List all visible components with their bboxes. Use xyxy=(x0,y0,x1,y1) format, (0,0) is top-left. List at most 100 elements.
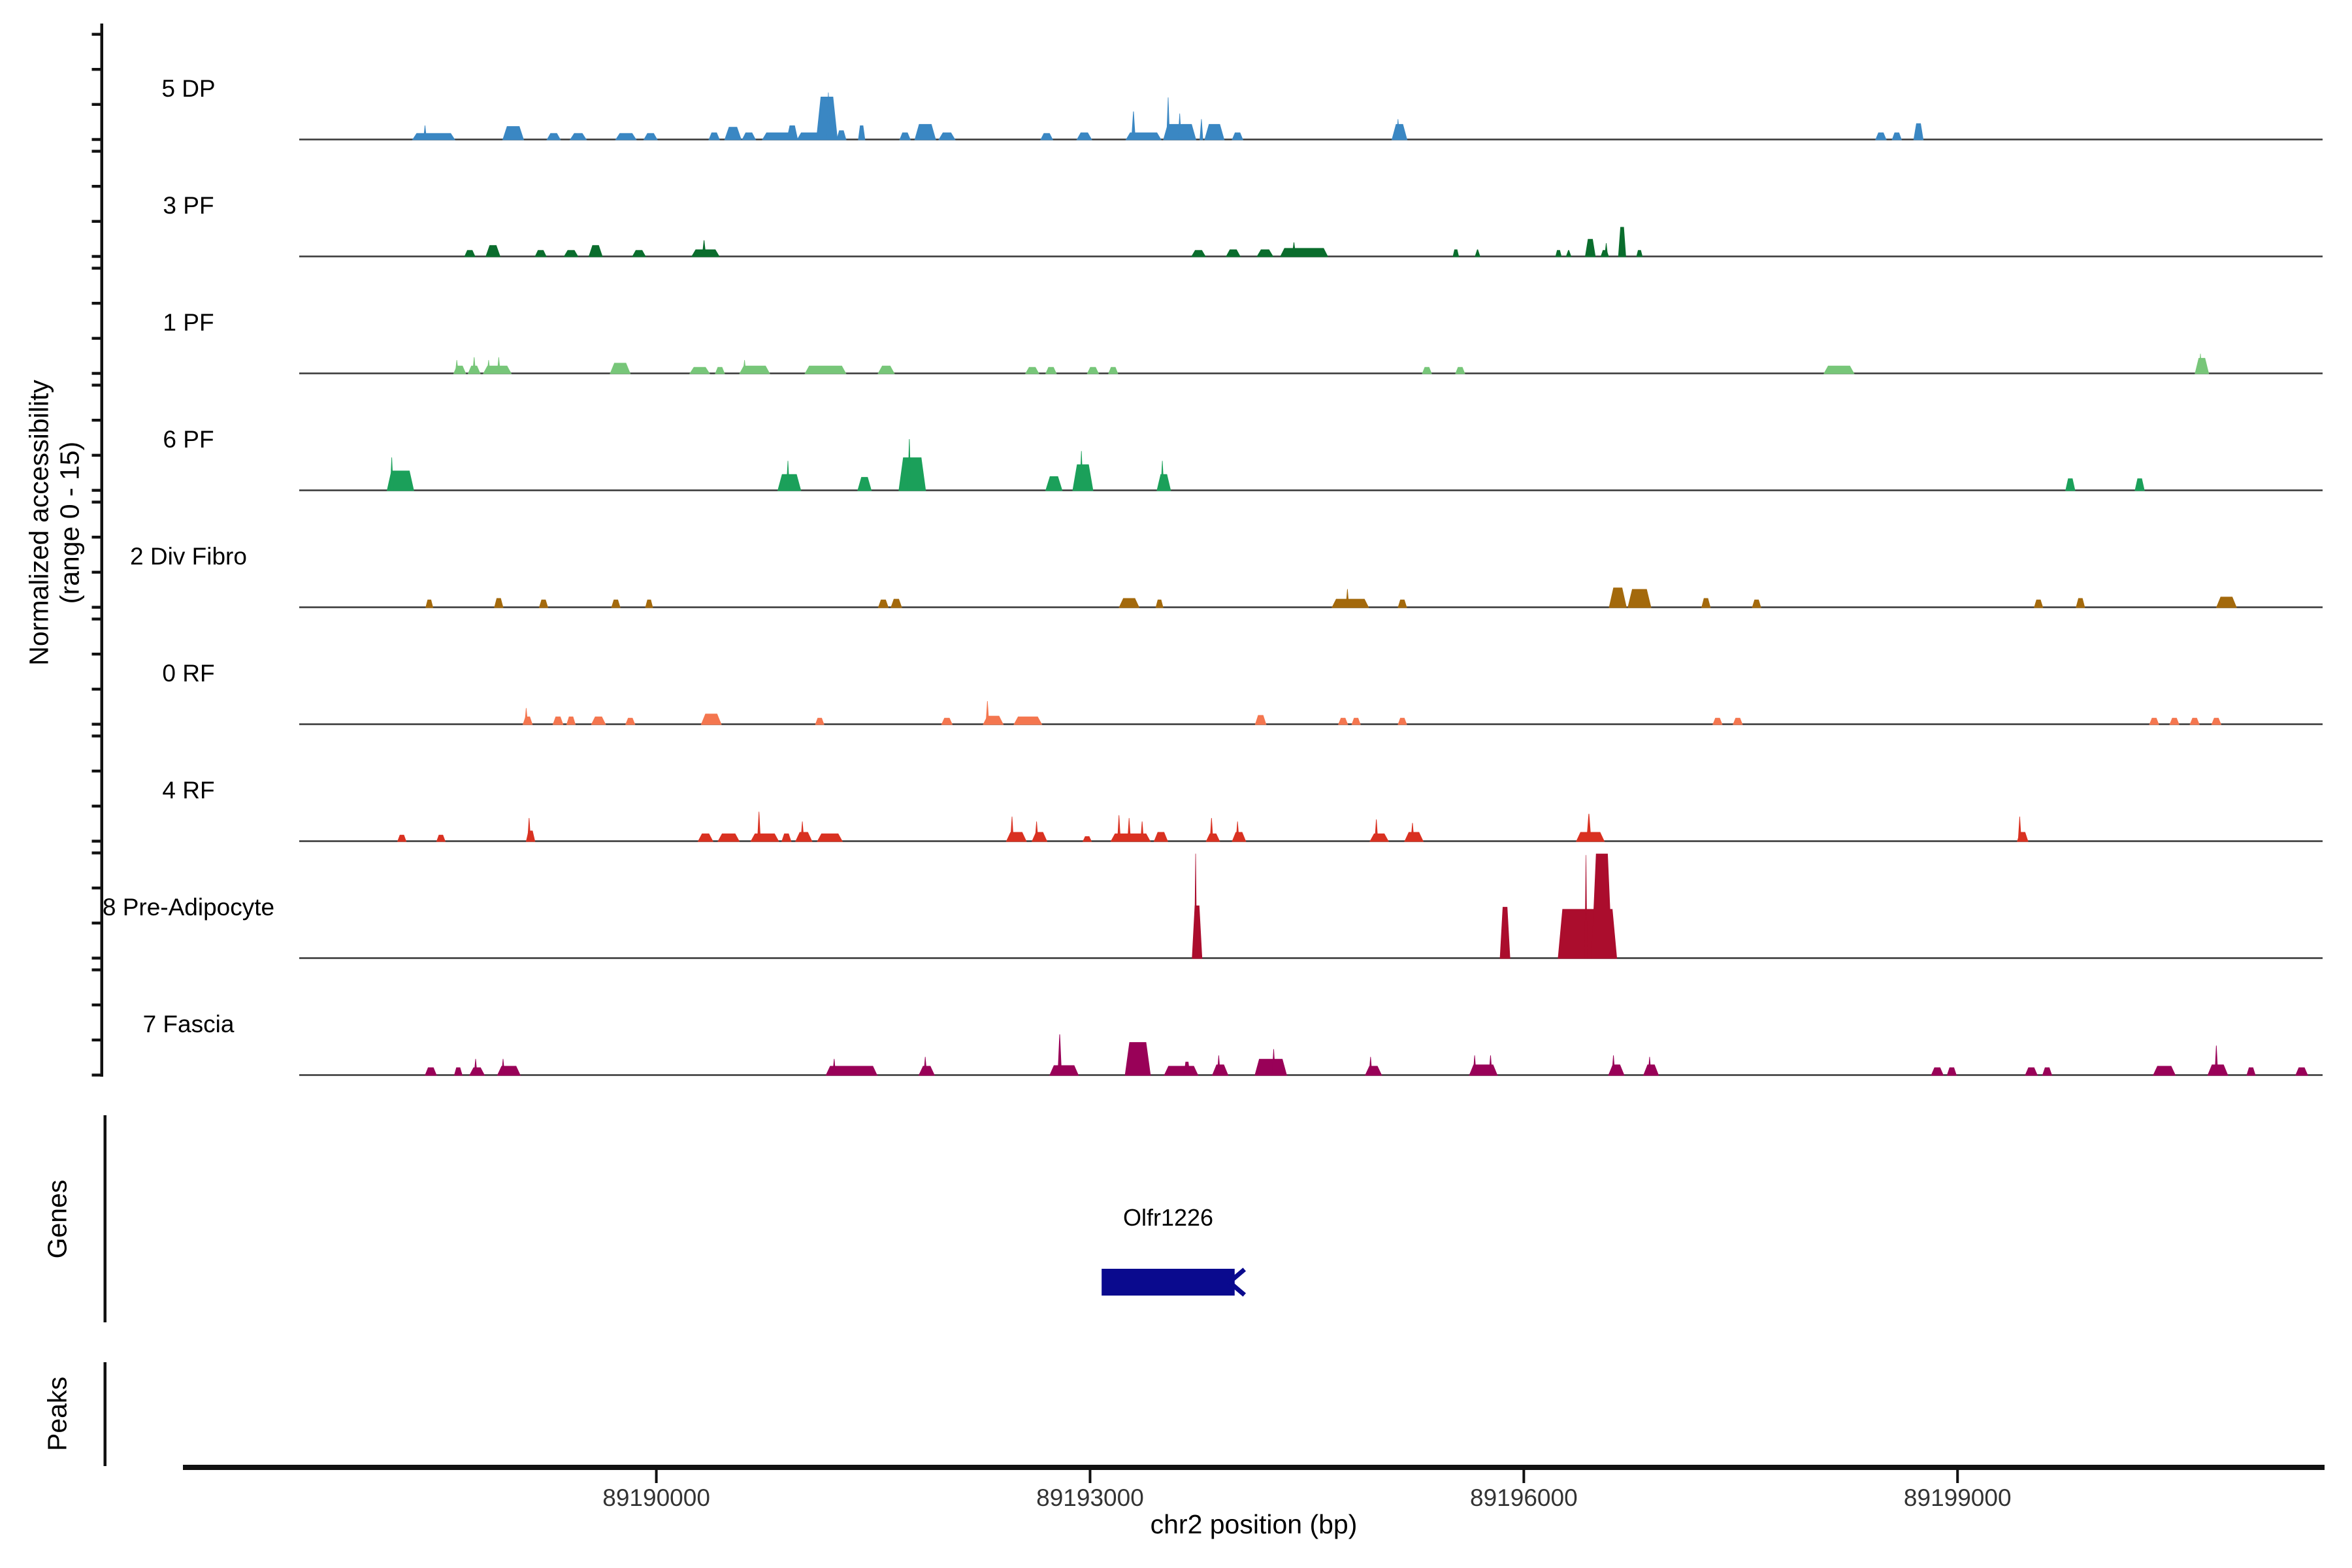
coverage-peak xyxy=(1712,717,1723,725)
coverage-peak xyxy=(1086,367,1100,374)
track-baseline xyxy=(299,489,2323,491)
coverage-peak xyxy=(1057,1034,1062,1076)
coverage-peak xyxy=(2214,1045,2219,1076)
coverage-peak xyxy=(497,1066,521,1076)
coverage-peak xyxy=(762,132,794,140)
coverage-peak xyxy=(1190,250,1207,257)
coverage-peak xyxy=(643,133,658,140)
coverage-peak xyxy=(1642,1064,1659,1076)
coverage-peak xyxy=(1117,815,1121,842)
y-axis-title-line2: (range 0 - 15) xyxy=(54,441,85,604)
coverage-peak xyxy=(1591,853,1612,959)
x-axis-tick xyxy=(1522,1470,1526,1483)
coverage-peak xyxy=(494,598,504,608)
coverage-peak xyxy=(1608,1064,1625,1076)
coverage-peak xyxy=(610,363,631,374)
x-axis-title: chr2 position (bp) xyxy=(1150,1509,1358,1539)
coverage-peak xyxy=(1823,365,1855,374)
coverage-peak xyxy=(1397,717,1407,725)
coverage-peak xyxy=(1397,599,1407,608)
coverage-peak xyxy=(1369,833,1389,842)
track-label-6-pf: 6 PF xyxy=(163,425,214,453)
coverage-peak xyxy=(1452,249,1460,257)
coverage-peak xyxy=(2134,478,2145,491)
coverage-peak xyxy=(697,833,713,842)
coverage-peak xyxy=(1396,119,1400,140)
y-axis-tick xyxy=(91,921,101,925)
coverage-peak xyxy=(1499,907,1511,959)
coverage-peak xyxy=(469,1067,485,1076)
y-axis-tick xyxy=(91,1073,101,1077)
coverage-peak xyxy=(569,133,587,140)
coverage-peak xyxy=(1045,367,1057,374)
coverage-peak xyxy=(1160,461,1164,491)
coverage-peak xyxy=(1153,832,1168,842)
coverage-peak xyxy=(527,818,531,842)
coverage-peak xyxy=(1351,717,1361,725)
coverage-peak xyxy=(750,833,779,842)
coverage-peak xyxy=(625,717,636,725)
coverage-peak xyxy=(1701,598,1711,608)
coverage-peak xyxy=(1488,1055,1493,1076)
peaks-axis-bracket xyxy=(103,1362,106,1466)
coverage-peak xyxy=(1013,716,1043,725)
coverage-peak xyxy=(1034,821,1039,842)
coverage-peak xyxy=(781,833,792,842)
coverage-peak xyxy=(715,367,725,374)
coverage-peak xyxy=(1131,111,1136,140)
track-label-8-pre-adipocyte: 8 Pre-Adipocyte xyxy=(102,893,275,921)
peaks-section-label: Peaks xyxy=(42,1377,73,1451)
coverage-peak xyxy=(472,357,476,374)
coverage-peak xyxy=(815,717,825,725)
x-axis-tick xyxy=(1956,1470,1959,1483)
coverage-peak xyxy=(1108,367,1119,374)
coverage-peak xyxy=(825,1066,878,1076)
coverage-peak xyxy=(857,477,872,491)
coverage-peak xyxy=(2149,717,2159,725)
coverage-peak xyxy=(1648,1056,1652,1076)
coverage-peak xyxy=(1177,113,1182,140)
coverage-peak xyxy=(1124,1042,1151,1076)
accessibility-axis-line xyxy=(100,24,103,1077)
coverage-peak xyxy=(1125,132,1162,140)
coverage-peak xyxy=(423,125,427,140)
x-axis-tick xyxy=(655,1470,658,1483)
y-axis-tick xyxy=(91,723,101,726)
coverage-peak xyxy=(700,713,722,725)
track-label-4-rf: 4 RF xyxy=(162,776,215,804)
track-baseline xyxy=(299,372,2323,374)
coverage-peak xyxy=(2076,598,2085,608)
coverage-peak xyxy=(877,599,889,608)
y-axis-tick xyxy=(91,184,101,188)
coverage-peak xyxy=(1931,1067,1944,1076)
coverage-peak xyxy=(501,1058,505,1076)
coverage-peak xyxy=(1045,476,1063,491)
y-axis-tick xyxy=(91,255,101,258)
genes-axis-bracket xyxy=(103,1115,106,1322)
coverage-peak xyxy=(1636,250,1643,257)
track-baseline xyxy=(299,840,2323,842)
coverage-peak xyxy=(1166,97,1170,140)
coverage-peak xyxy=(1345,589,1350,608)
coverage-peak xyxy=(1225,249,1241,257)
coverage-peak xyxy=(985,701,990,725)
coverage-peak xyxy=(890,598,902,608)
coverage-peak xyxy=(397,834,407,842)
coverage-peak xyxy=(2189,717,2200,725)
coverage-peak xyxy=(1040,133,1053,140)
coverage-peak xyxy=(899,132,911,140)
coverage-peak xyxy=(464,250,476,257)
coverage-peak xyxy=(1194,853,1198,959)
x-tick-label: 89193000 xyxy=(1036,1484,1144,1511)
coverage-peak xyxy=(832,1058,836,1076)
coverage-peak xyxy=(898,457,926,491)
coverage-peak xyxy=(546,133,561,140)
coverage-peak xyxy=(1473,1055,1477,1076)
track-label-5-dp: 5 DP xyxy=(161,74,216,102)
track-baseline xyxy=(299,1074,2323,1076)
coverage-peak xyxy=(588,245,603,257)
coverage-peak xyxy=(1005,832,1027,842)
coverage-peak xyxy=(1049,1065,1079,1076)
y-axis-tick xyxy=(91,453,101,457)
coverage-peak xyxy=(563,250,579,257)
